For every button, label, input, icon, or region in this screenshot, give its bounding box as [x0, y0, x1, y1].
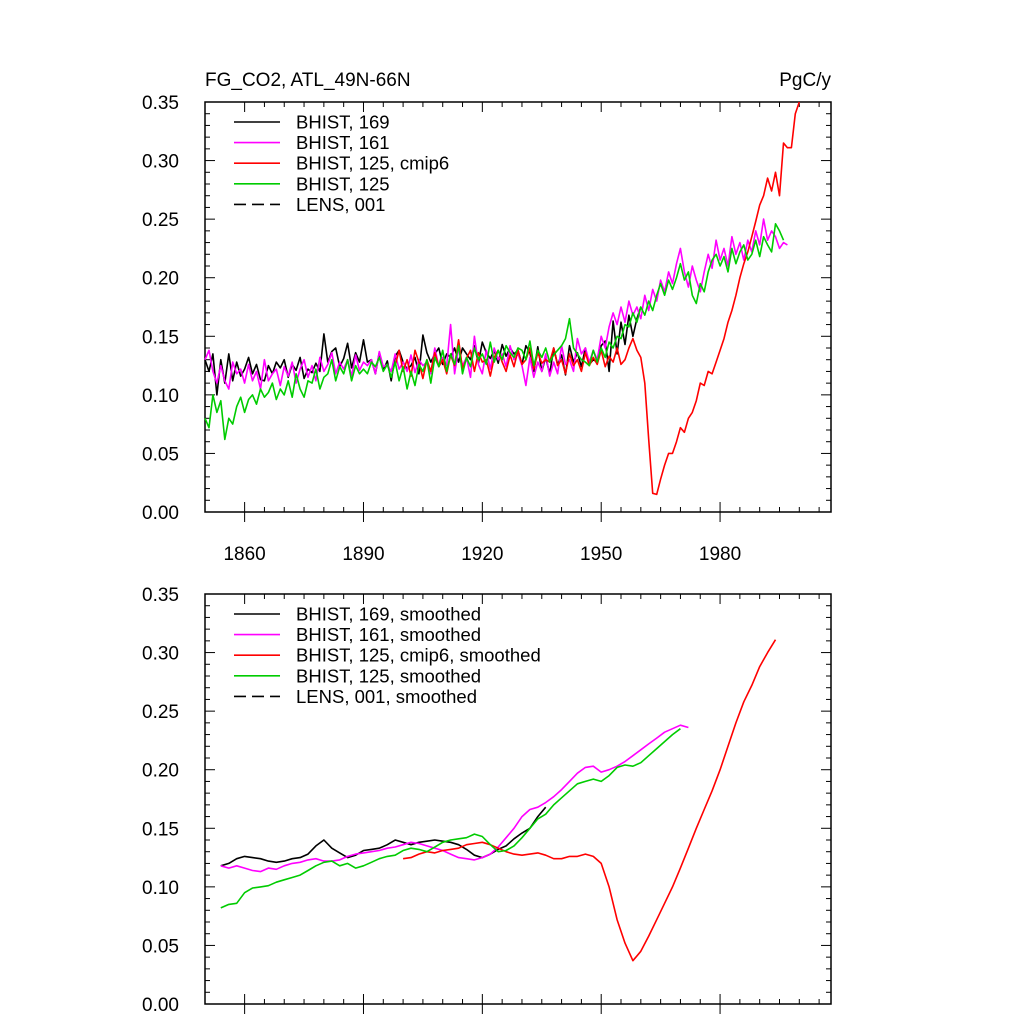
top-series-group — [204, 101, 801, 496]
legend-label: BHIST, 125, cmip6 — [296, 153, 449, 174]
y-tick-label: 0.20 — [142, 761, 179, 782]
legend-item: BHIST, 125 — [234, 173, 390, 194]
x-tick-label: 1980 — [699, 544, 741, 565]
series-line-bhist-125 — [204, 223, 785, 441]
y-tick-label: 0.25 — [142, 702, 179, 723]
y-tick-label: 0.05 — [142, 936, 179, 957]
bottom-series-group — [220, 639, 777, 962]
series-line-bhist-169 — [204, 306, 642, 396]
x-tick-label: 1890 — [342, 544, 384, 565]
legend-item: BHIST, 125, smoothed — [234, 665, 481, 686]
legend-item: BHIST, 161 — [234, 132, 390, 153]
y-tick-label: 0.20 — [142, 269, 179, 290]
bottom-y-tick-labels: 0.00 0.05 0.10 0.15 0.20 0.25 0.30 0.35 — [142, 585, 179, 1016]
series-line-bhist-125-smoothed — [220, 728, 681, 909]
top-panel: 0.00 0.05 0.10 0.15 0.20 0.25 0.30 0.35 1860 189… — [142, 70, 832, 565]
legend-item: BHIST, 125, cmip6, smoothed — [234, 645, 541, 666]
x-tick-label: 1950 — [580, 544, 622, 565]
top-plot-frame — [204, 101, 832, 513]
legend-label: BHIST, 169, smoothed — [296, 604, 481, 625]
bottom-panel: 0.00 0.05 0.10 0.15 0.20 0.25 0.30 0.35 BHIST, … — [142, 585, 832, 1016]
y-tick-label: 0.00 — [142, 503, 179, 524]
legend-label: LENS, 001, smoothed — [296, 686, 477, 707]
top-y-tick-labels: 0.00 0.05 0.10 0.15 0.20 0.25 0.30 0.35 — [142, 93, 179, 524]
series-line-bhist-161 — [204, 218, 788, 390]
legend-item: BHIST, 125, cmip6 — [234, 153, 449, 174]
top-x-tick-labels: 1860 1890 1920 1950 1980 — [223, 544, 741, 565]
legend-label: BHIST, 125, smoothed — [296, 665, 481, 686]
legend-item: BHIST, 169 — [234, 112, 390, 133]
series-line-bhist-125-cmip6 — [394, 101, 801, 496]
legend-label: BHIST, 125, cmip6, smoothed — [296, 645, 541, 666]
legend-label: LENS, 001 — [296, 194, 385, 215]
bottom-plot-frame — [204, 593, 832, 1005]
series-line-bhist-125-cmip6-smoothed — [402, 639, 777, 962]
y-tick-label: 0.30 — [142, 152, 179, 173]
x-tick-label: 1920 — [461, 544, 503, 565]
y-tick-label: 0.30 — [142, 644, 179, 665]
top-axis-ticks — [205, 101, 831, 522]
y-tick-label: 0.25 — [142, 210, 179, 231]
series-line-bhist-161-smoothed — [220, 724, 689, 873]
y-tick-label: 0.35 — [142, 585, 179, 606]
legend-label: BHIST, 161 — [296, 132, 390, 153]
legend-item: LENS, 001 — [234, 194, 385, 215]
legend-label: BHIST, 169 — [296, 112, 390, 133]
x-tick-label: 1860 — [223, 544, 265, 565]
bottom-axis-ticks — [205, 593, 831, 1014]
unit-label: PgC/y — [779, 70, 831, 91]
legend-item: LENS, 001, smoothed — [234, 686, 477, 707]
y-tick-label: 0.10 — [142, 386, 179, 407]
y-tick-label: 0.15 — [142, 327, 179, 348]
y-tick-label: 0.05 — [142, 444, 179, 465]
legend-item: BHIST, 169, smoothed — [234, 604, 481, 625]
y-tick-label: 0.35 — [142, 93, 179, 114]
legend-item: BHIST, 161, smoothed — [234, 624, 481, 645]
legend-label: BHIST, 161, smoothed — [296, 624, 481, 645]
legend-label: BHIST, 125 — [296, 173, 390, 194]
chart-title: FG_CO2, ATL_49N-66N — [205, 70, 411, 91]
y-tick-label: 0.15 — [142, 819, 179, 840]
y-tick-label: 0.10 — [142, 878, 179, 899]
y-tick-label: 0.00 — [142, 995, 179, 1016]
